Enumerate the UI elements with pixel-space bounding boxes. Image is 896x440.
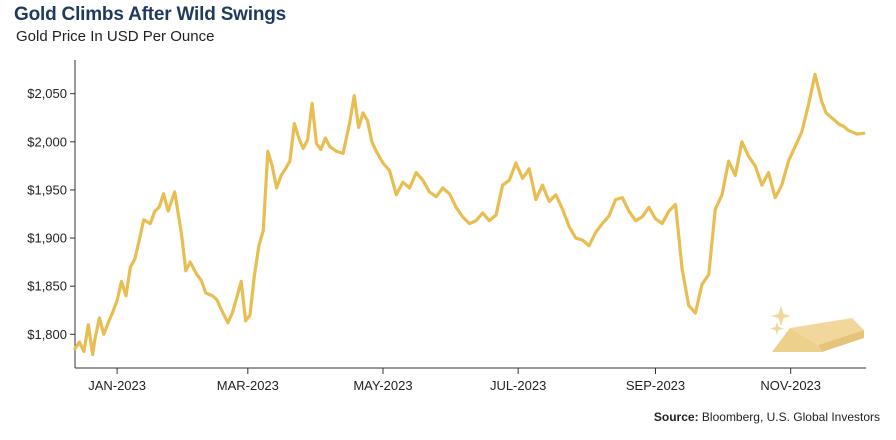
gold-price-line xyxy=(73,72,866,357)
y-tick-label: $1,850 xyxy=(27,279,67,294)
x-tick-label: MAY-2023 xyxy=(353,378,412,393)
gold-bar-icon xyxy=(770,306,864,352)
series-layer xyxy=(73,72,866,357)
y-tick-label: $2,000 xyxy=(27,134,67,149)
source-note: Source: Bloomberg, U.S. Global Investors xyxy=(654,410,880,424)
axes xyxy=(74,60,866,369)
x-tick-label: JAN-2023 xyxy=(88,378,146,393)
gridlines xyxy=(75,94,866,335)
source-label: Source: xyxy=(653,410,699,424)
y-tick-label: $1,950 xyxy=(27,182,67,197)
y-tick-label: $1,900 xyxy=(27,231,67,246)
y-tick-label: $2,050 xyxy=(27,86,67,101)
x-tick-label: JUL-2023 xyxy=(490,378,546,393)
y-axis-ticks: $1,800 $1,850 $1,900 $1,950 $2,000 $2,050 xyxy=(27,86,75,342)
x-tick-label: SEP-2023 xyxy=(626,378,685,393)
y-tick-label: $1,800 xyxy=(27,327,67,342)
source-text: Bloomberg, U.S. Global Investors xyxy=(701,410,880,424)
x-tick-label: NOV-2023 xyxy=(760,378,821,393)
x-axis-ticks: JAN-2023 MAR-2023 MAY-2023 JUL-2023 SEP-2023… xyxy=(88,368,821,393)
chart-subtitle: Gold Price In USD Per Ounce xyxy=(16,28,215,45)
chart-title: Gold Climbs After Wild Swings xyxy=(14,4,287,25)
x-tick-label: MAR-2023 xyxy=(217,378,279,393)
